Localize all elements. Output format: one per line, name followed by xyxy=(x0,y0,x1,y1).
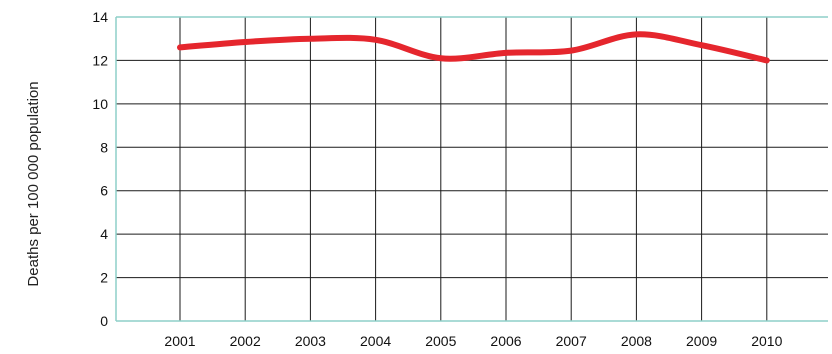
series-layer xyxy=(177,31,770,64)
x-tick-label: 2003 xyxy=(295,333,326,349)
plot-frame xyxy=(115,16,828,322)
y-tick-label: 12 xyxy=(92,52,108,68)
x-tick-label: 2007 xyxy=(556,333,587,349)
y-axis-label: Deaths per 100 000 population xyxy=(25,81,42,286)
x-tick-label: 2010 xyxy=(751,333,782,349)
x-axis-ticks: 2001 2002 2003 2004 2005 2006 2007 2008 2009 2010 xyxy=(164,333,782,349)
y-tick-label: 10 xyxy=(92,96,108,112)
x-tick-label: 2001 xyxy=(164,333,195,349)
y-tick-label: 6 xyxy=(100,183,108,199)
y-tick-label: 0 xyxy=(100,313,108,329)
y-tick-label: 14 xyxy=(92,9,108,25)
y-tick-label: 2 xyxy=(100,270,108,286)
grid xyxy=(116,17,828,322)
x-tick-label: 2005 xyxy=(425,333,456,349)
x-tick-label: 2006 xyxy=(490,333,521,349)
x-tick-label: 2002 xyxy=(230,333,261,349)
y-axis-ticks: 0 2 4 6 8 10 12 14 xyxy=(92,9,108,329)
x-tick-label: 2009 xyxy=(686,333,717,349)
series-line xyxy=(177,31,770,64)
y-tick-label: 4 xyxy=(100,226,108,242)
x-tick-label: 2004 xyxy=(360,333,391,349)
y-tick-label: 8 xyxy=(100,139,108,155)
x-tick-label: 2008 xyxy=(621,333,652,349)
